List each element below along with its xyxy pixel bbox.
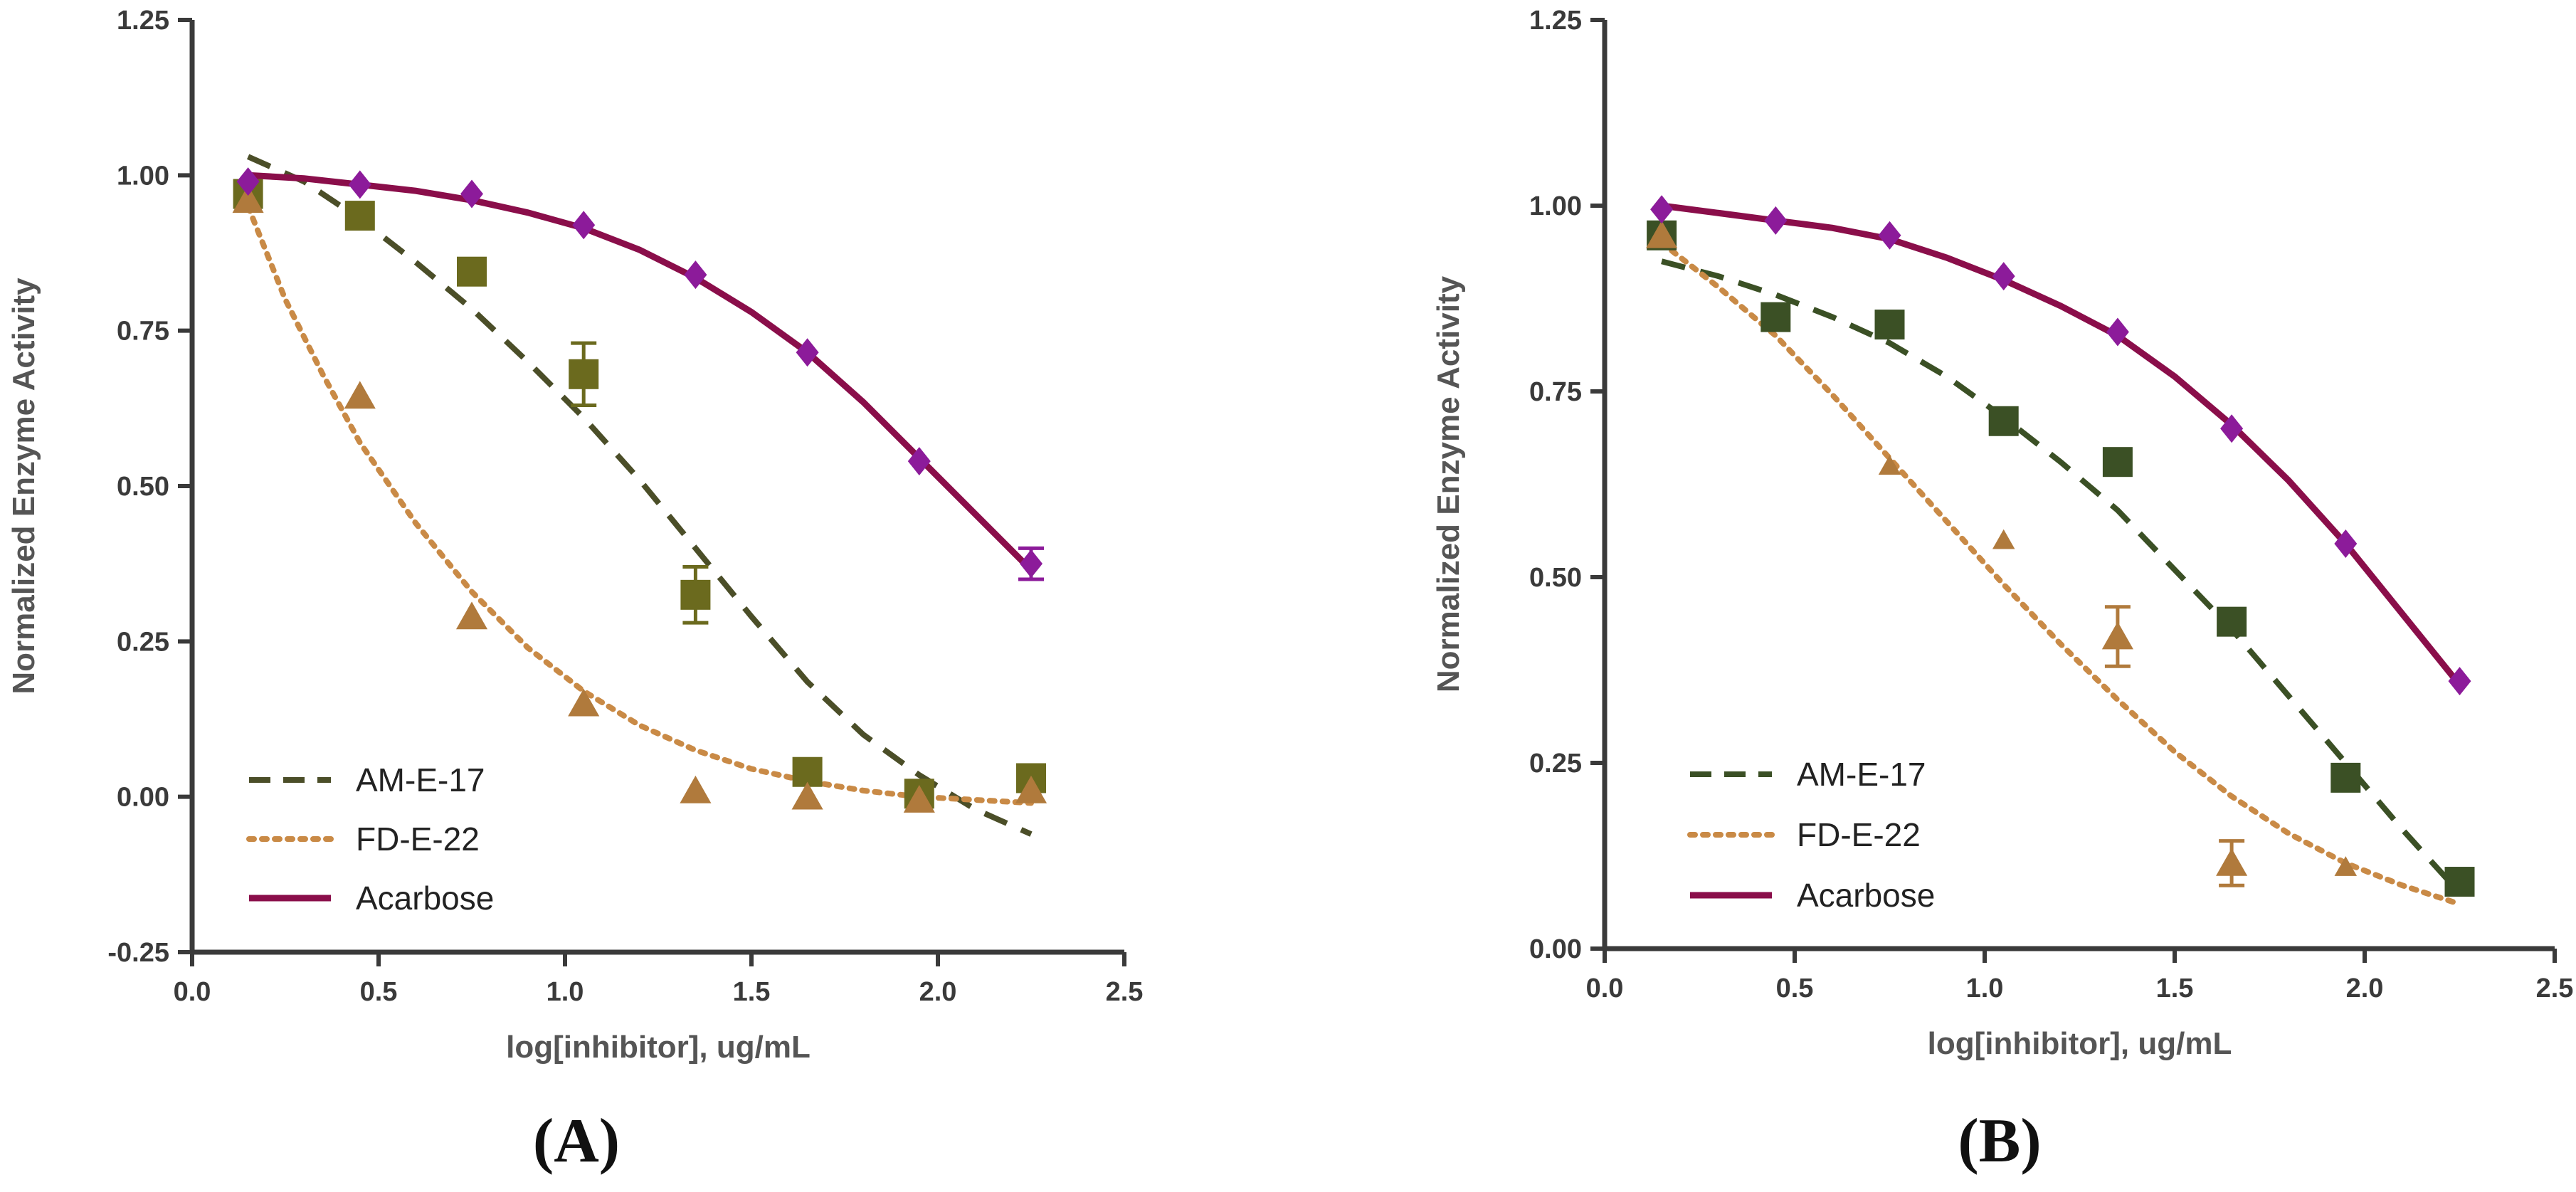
fit-curve-fd-e-22 (245, 204, 1034, 806)
panel-label-a: (A) (533, 1107, 620, 1176)
data-point-am-e-17 (1874, 310, 1905, 340)
data-point-acarbose (2334, 529, 2358, 559)
x-tick-label: 1.5 (733, 977, 771, 1007)
x-tick-label: 1.0 (1966, 974, 2004, 1003)
y-tick-label: 0.25 (117, 627, 169, 657)
data-point-fd-e-22 (455, 601, 488, 630)
y-axis-label: Normalized Enzyme Activity (6, 278, 41, 695)
data-point-am-e-17 (2217, 606, 2247, 637)
data-point-am-e-17 (2444, 867, 2475, 897)
y-tick-label: 1.00 (1529, 191, 1582, 221)
data-point-fd-e-22 (568, 688, 600, 717)
data-point-am-e-17 (344, 201, 375, 231)
y-tick-label: 0.50 (1529, 563, 1582, 593)
y-tick-label: 1.00 (117, 161, 169, 191)
data-point-am-e-17 (1761, 302, 1791, 332)
data-point-acarbose (1020, 549, 1042, 579)
data-point-fd-e-22 (2216, 848, 2248, 876)
y-tick-label: -0.25 (107, 938, 169, 968)
data-point-acarbose (2106, 317, 2129, 347)
data-point-acarbose (348, 170, 371, 199)
x-tick-label: 0.5 (360, 977, 398, 1007)
data-point-fd-e-22 (1878, 455, 1901, 475)
legend-label-acarbose: Acarbose (1797, 877, 1935, 914)
chart-panel-b: 0.00 0.25 0.50 0.75 1.00 1.25 0.0 0.5 1.0 1.5 2.0 2… (1431, 6, 2573, 1061)
data-point-acarbose (2448, 667, 2471, 696)
data-point-am-e-17 (680, 579, 711, 610)
y-tick-label: 0.75 (117, 317, 169, 347)
fit-curve-acarbose (1661, 202, 2463, 687)
data-point-acarbose (796, 338, 819, 367)
y-tick-label: 0.00 (1529, 934, 1582, 964)
data-point-am-e-17 (457, 256, 487, 287)
y-tick-label: 0.00 (117, 783, 169, 813)
data-point-acarbose (460, 179, 483, 209)
x-tick-label: 1.5 (2156, 974, 2194, 1003)
data-point-acarbose (572, 211, 596, 240)
panel-label-b: (B) (1958, 1107, 2041, 1176)
fit-curve-acarbose (248, 172, 1034, 573)
x-tick-label: 1.0 (547, 977, 584, 1007)
data-point-fd-e-22 (791, 781, 823, 810)
legend-label-fd-e-22: FD-E-22 (1797, 816, 1921, 853)
data-point-am-e-17 (569, 359, 599, 389)
data-point-acarbose (1764, 206, 1788, 235)
data-point-acarbose (1992, 262, 2015, 291)
data-point-fd-e-22 (680, 775, 712, 803)
data-point-fd-e-22 (232, 185, 264, 213)
data-point-fd-e-22 (1992, 529, 2015, 549)
data-point-acarbose (907, 447, 931, 476)
x-tick-label: 2.0 (2346, 974, 2384, 1003)
fit-curve-am-e-17 (1661, 258, 2462, 895)
legend-label-am-e-17: AM-E-17 (1797, 756, 1926, 793)
legend-label-am-e-17: AM-E-17 (356, 761, 485, 798)
x-tick-label: 2.5 (1106, 977, 1144, 1007)
data-point-am-e-17 (2330, 762, 2361, 793)
y-tick-label: 0.50 (117, 472, 169, 502)
data-point-am-e-17 (2102, 447, 2133, 478)
data-point-acarbose (684, 260, 707, 290)
data-point-fd-e-22 (2334, 856, 2358, 876)
legend-label-fd-e-22: FD-E-22 (356, 821, 480, 858)
data-point-fd-e-22 (903, 785, 935, 813)
y-axis-label: Normalized Enzyme Activity (1431, 275, 1466, 692)
x-tick-label: 2.5 (2536, 974, 2574, 1003)
x-tick-label: 0.5 (1776, 974, 1814, 1003)
x-axis-label: log[inhibitor], ug/mL (506, 1030, 811, 1065)
x-tick-label: 0.0 (1586, 974, 1624, 1003)
data-point-fd-e-22 (1015, 775, 1047, 803)
y-tick-label: 1.25 (1529, 6, 1582, 36)
fit-curve-am-e-17 (246, 154, 1033, 837)
data-point-acarbose (236, 167, 260, 196)
fit-curve-fd-e-22 (1659, 240, 2463, 907)
x-axis-label: log[inhibitor], ug/mL (1928, 1026, 2232, 1061)
data-point-am-e-17 (1988, 406, 2019, 436)
y-tick-label: 1.25 (117, 6, 169, 36)
x-tick-label: 2.0 (919, 977, 957, 1007)
x-tick-label: 0.0 (174, 977, 211, 1007)
y-tick-label: 0.75 (1529, 377, 1582, 407)
data-point-acarbose (1878, 221, 1901, 250)
data-point-acarbose (1650, 195, 1674, 224)
y-tick-label: 0.25 (1529, 749, 1582, 779)
chart-panel-a: -0.25 0.00 0.25 0.50 0.75 1.00 1.25 0.0 0.5 1.0 1.… (6, 6, 1143, 1065)
data-point-fd-e-22 (2101, 621, 2133, 650)
data-point-fd-e-22 (344, 381, 376, 409)
data-point-fd-e-22 (1646, 220, 1678, 248)
data-point-acarbose (2220, 414, 2244, 443)
legend-label-acarbose: Acarbose (356, 880, 494, 917)
